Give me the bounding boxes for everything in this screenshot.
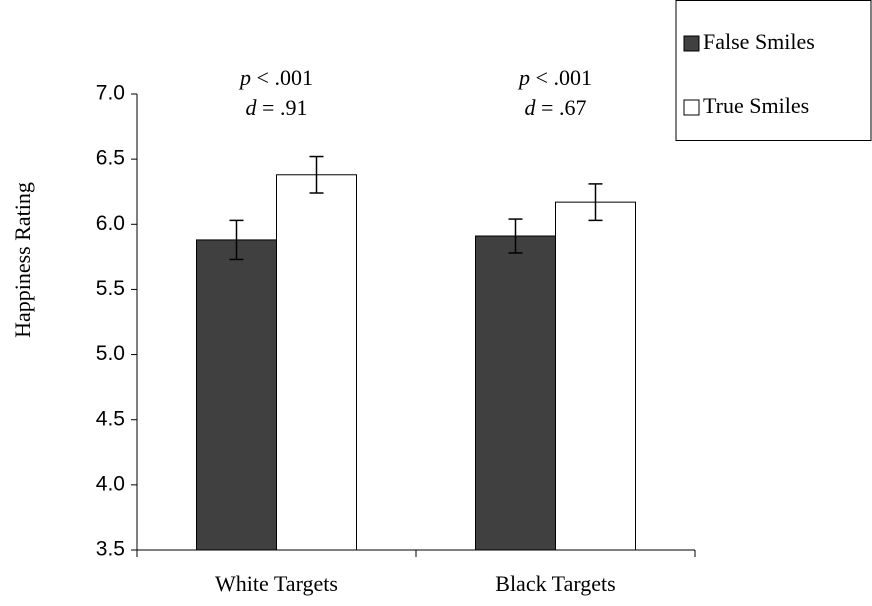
annotation-text: < .001 [251,65,313,90]
y-tick-label: 5.0 [96,342,125,365]
legend-swatch [683,35,700,52]
annotation-symbol: d [246,95,258,120]
legend-label: False Smiles [703,29,815,54]
bar [555,201,636,551]
legend-swatch [683,99,700,116]
bar [196,239,277,551]
y-tick-label: 6.0 [96,212,125,235]
y-axis-label: Happiness Rating [10,182,35,338]
annotation-text: < .001 [530,65,592,90]
legend-box [675,0,872,141]
annotation-text: = .67 [536,95,587,120]
bar [475,235,556,551]
error-bar [508,218,523,254]
annotation: d = .91 [246,95,308,120]
annotation-symbol: p [238,65,251,90]
annotation: p < .001 [238,65,313,90]
y-tick-label: 4.0 [96,472,125,495]
annotation: d = .67 [525,95,587,120]
y-tick-label: 7.0 [96,82,125,105]
error-bar [588,183,603,222]
x-tick-label: Black Targets [495,571,615,596]
y-tick-label: 3.5 [96,538,125,561]
y-tick-label: 5.5 [96,277,125,300]
bar [276,174,357,551]
annotation-symbol: d [525,95,537,120]
annotation-text: = .91 [257,95,308,120]
x-tick-label: White Targets [215,571,338,596]
legend-label: True Smiles [703,93,809,118]
annotation-symbol: p [517,65,530,90]
annotation: p < .001 [517,65,592,90]
y-tick-label: 4.5 [96,407,125,430]
y-tick-label: 6.5 [96,147,125,170]
error-bar [309,155,324,194]
error-bar [229,219,244,261]
